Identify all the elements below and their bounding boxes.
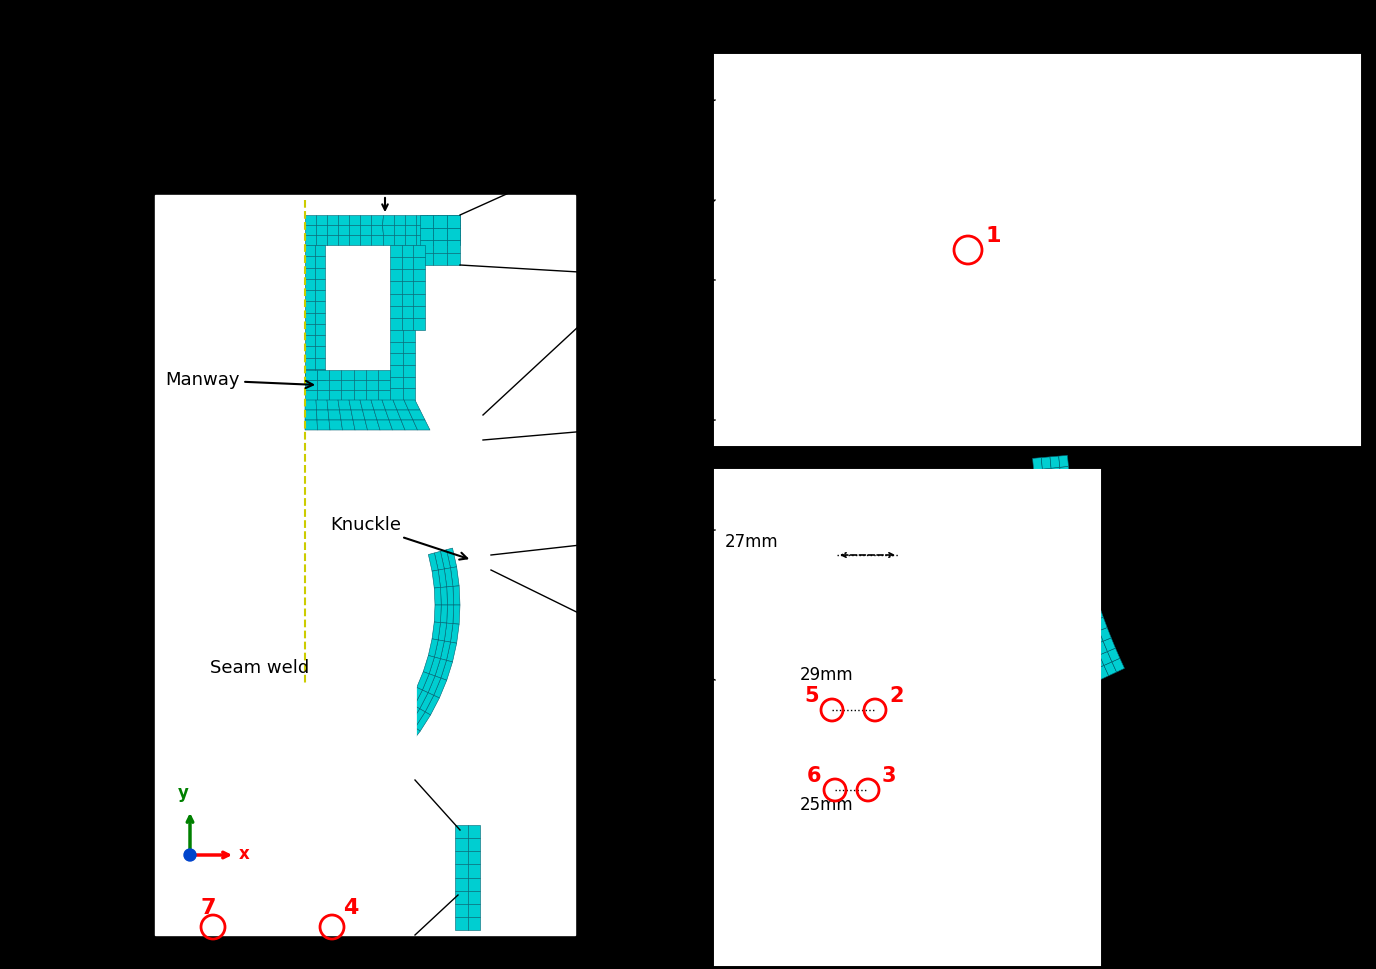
Text: 7: 7 xyxy=(200,898,216,918)
Text: y: y xyxy=(178,784,189,802)
Bar xyxy=(409,395,483,455)
Bar xyxy=(716,55,1359,445)
Text: 27mm: 27mm xyxy=(725,533,779,551)
Bar xyxy=(716,470,1099,965)
Text: 3: 3 xyxy=(882,766,897,786)
Text: Seam weld: Seam weld xyxy=(211,659,310,677)
Bar xyxy=(190,685,416,933)
Bar xyxy=(155,195,575,935)
Text: Knuckle: Knuckle xyxy=(330,516,466,559)
Bar xyxy=(450,820,488,890)
Text: 29mm: 29mm xyxy=(799,666,853,684)
Text: 4: 4 xyxy=(343,898,358,918)
Text: 1: 1 xyxy=(987,226,1002,246)
Circle shape xyxy=(184,849,195,861)
Text: 25mm: 25mm xyxy=(799,796,853,814)
Text: Manway: Manway xyxy=(165,371,312,389)
Text: 5: 5 xyxy=(804,686,819,706)
Bar xyxy=(455,540,491,605)
Text: x: x xyxy=(239,845,250,863)
Text: 2: 2 xyxy=(889,686,904,706)
Text: 6: 6 xyxy=(806,766,821,786)
